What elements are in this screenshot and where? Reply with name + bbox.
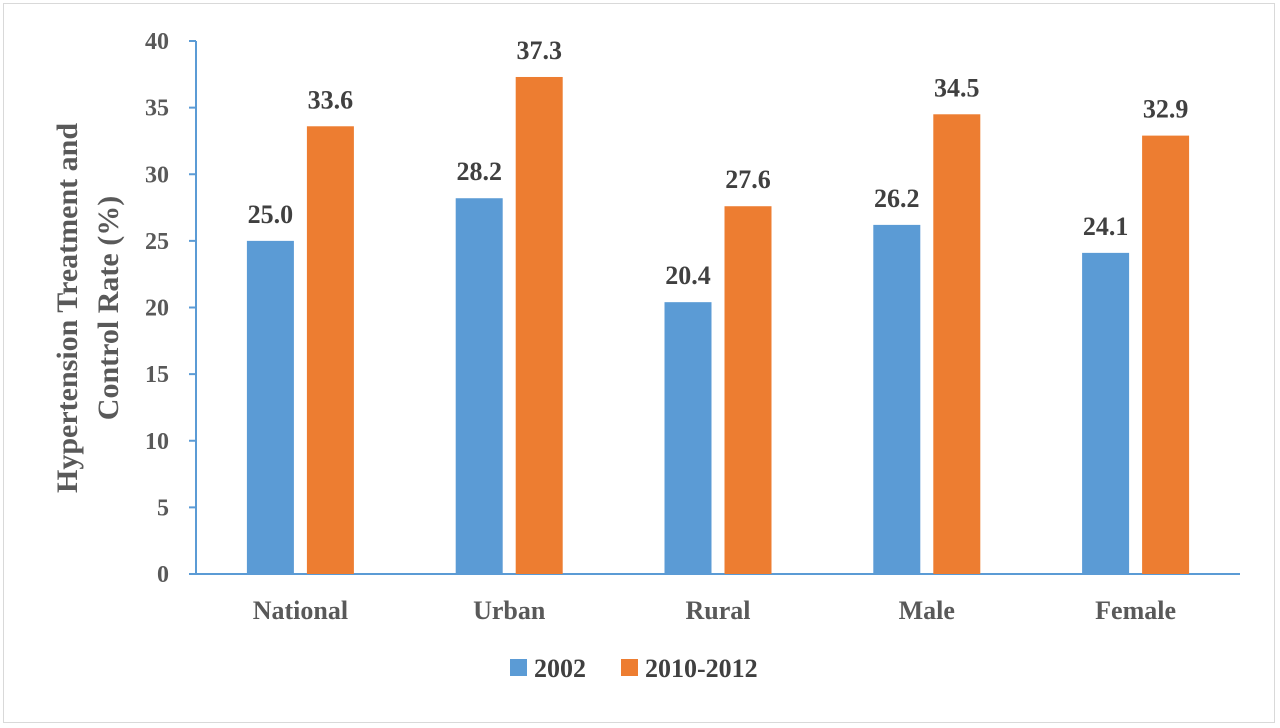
category-labels: National Urban Rural Male Female	[253, 596, 1176, 625]
data-label: 27.6	[725, 165, 771, 194]
category-label-urban: Urban	[473, 596, 546, 625]
category-label-female: Female	[1095, 596, 1176, 625]
bar-2010-2012-Rural	[724, 206, 772, 575]
bars	[246, 76, 1190, 575]
y-tick-label: 35	[145, 96, 169, 122]
data-label: 37.3	[516, 36, 562, 65]
y-tick-label: 20	[145, 296, 169, 322]
chart-frame	[3, 3, 1275, 723]
category-label-male: Male	[899, 596, 955, 625]
legend-label: 2010-2012	[645, 654, 758, 683]
y-axis-title-line-2: Control Rate (%)	[92, 196, 125, 420]
legend-swatch-2010-2012	[621, 659, 638, 676]
category-label-national: National	[253, 596, 348, 625]
bar-2002-Urban	[455, 198, 503, 575]
bar-2010-2012-National	[306, 126, 354, 574]
data-label: 28.2	[456, 157, 502, 186]
y-tick-label: 40	[145, 29, 169, 55]
y-tick-label: 5	[157, 495, 169, 521]
bar-2010-2012-Female	[1142, 135, 1190, 575]
bar-2002-Male	[873, 224, 921, 574]
data-label: 34.5	[934, 73, 980, 102]
bar-2002-Rural	[664, 302, 712, 574]
y-axis-title-line-1: Hypertension Treatment and	[51, 123, 84, 493]
data-label: 26.2	[874, 184, 920, 213]
data-label: 24.1	[1083, 212, 1129, 241]
y-tick-label: 0	[157, 562, 169, 588]
bar-2010-2012-Urban	[515, 76, 563, 574]
legend-label: 2002	[534, 654, 586, 683]
legend: 2002 2010-2012	[510, 654, 758, 683]
data-label: 32.9	[1143, 95, 1189, 124]
data-label: 33.6	[308, 85, 354, 114]
y-ticks: 0 5 10 15 20 25 30 35 40	[145, 29, 196, 588]
data-labels: 25.0 33.6 28.2 37.3 20.4 27.6 26.2 34.5 24.1 32.9	[248, 36, 1189, 290]
bar-2002-National	[246, 240, 294, 574]
y-tick-label: 30	[145, 162, 169, 188]
y-axis-title: Hypertension Treatment and Control Rate …	[51, 123, 125, 493]
y-tick-label: 15	[145, 362, 169, 388]
bar-2002-Female	[1082, 252, 1130, 574]
legend-swatch-2002	[510, 659, 527, 676]
data-label: 25.0	[248, 200, 294, 229]
y-tick-label: 10	[145, 429, 169, 455]
data-label: 20.4	[665, 261, 711, 290]
y-tick-label: 25	[145, 229, 169, 255]
category-label-rural: Rural	[686, 596, 751, 625]
bar-2010-2012-Male	[933, 114, 981, 574]
